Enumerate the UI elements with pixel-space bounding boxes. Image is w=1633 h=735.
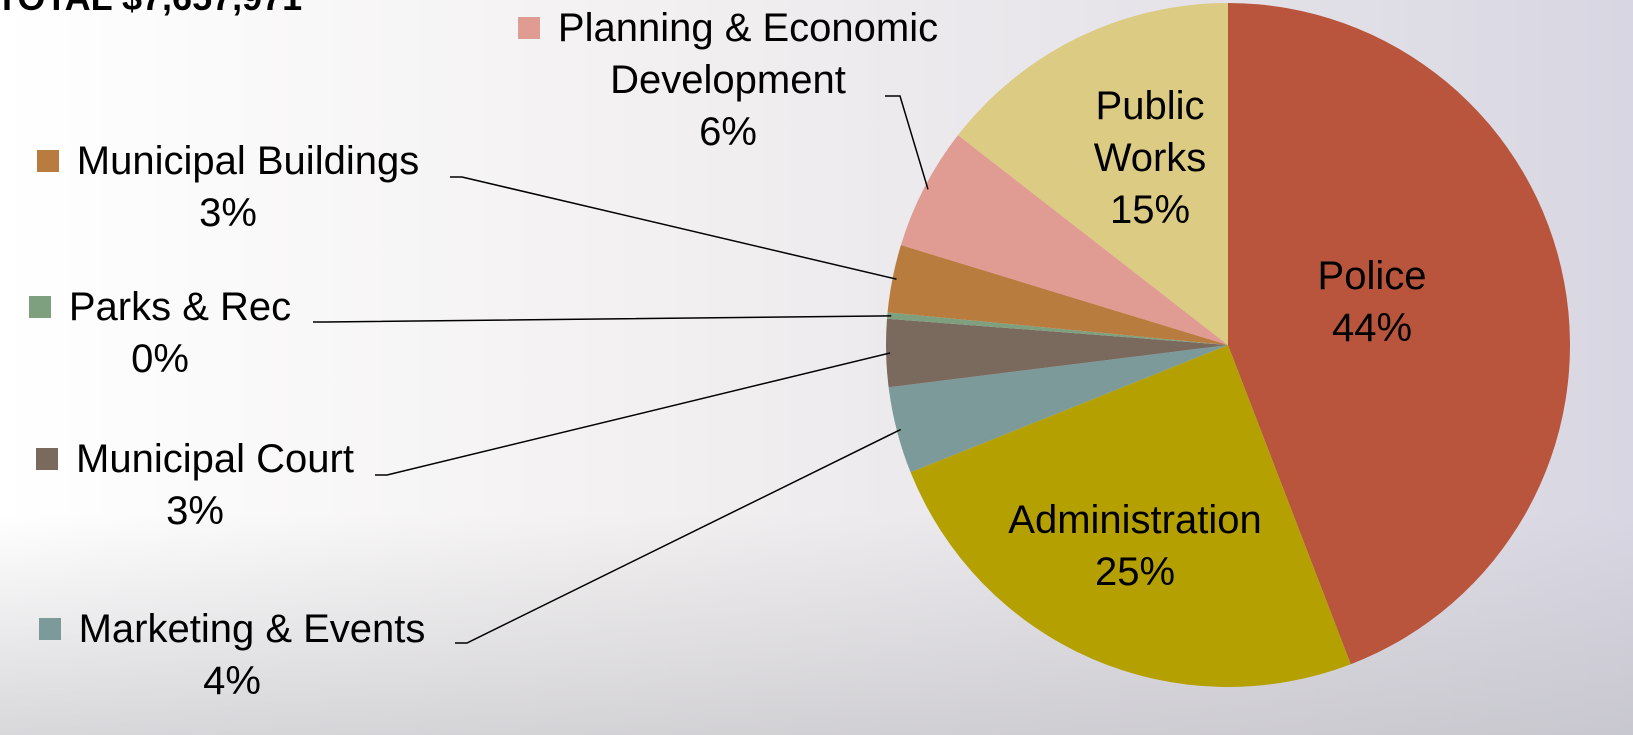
category-name: Municipal Court <box>76 437 354 481</box>
category-label: Administration <box>1008 498 1261 542</box>
legend-swatch <box>39 618 61 640</box>
category-name: Public Works <box>1094 84 1207 180</box>
value-label: 44% <box>1332 306 1412 350</box>
chart-title: TOTAL $7,657,971 <box>0 0 302 18</box>
value-label: 15% <box>1110 188 1190 232</box>
category-label: Police <box>1318 254 1427 298</box>
category-name: Planning & Economic Development <box>558 6 938 102</box>
leader-line <box>450 177 896 279</box>
slice-label: Police 44% <box>1242 250 1502 354</box>
page: TOTAL $7,657,971 (() => { const data = J… <box>0 0 1633 735</box>
category-name: Municipal Buildings <box>77 139 419 183</box>
leader-line <box>455 429 901 643</box>
category-label: Municipal Buildings <box>37 139 419 183</box>
category-label: Municipal Court <box>36 437 354 481</box>
category-name: Administration <box>1008 498 1261 542</box>
slice-label: Planning & Economic Development 6% <box>493 2 963 158</box>
value-label: 3% <box>166 489 224 533</box>
value-label: 3% <box>199 191 257 235</box>
slice-label: Marketing & Events 4% <box>0 603 472 707</box>
value-label: 25% <box>1095 550 1175 594</box>
leader-line <box>313 316 891 322</box>
category-name: Police <box>1318 254 1427 298</box>
category-label: Planning & Economic Development <box>518 6 938 102</box>
legend-swatch <box>36 448 58 470</box>
legend-swatch <box>37 150 59 172</box>
legend-swatch <box>29 296 51 318</box>
leader-line <box>375 353 890 475</box>
slice-label: Municipal Court 3% <box>0 433 405 537</box>
category-name: Marketing & Events <box>79 607 426 651</box>
value-label: 0% <box>131 337 189 381</box>
category-name: Parks & Rec <box>69 285 291 329</box>
value-label: 6% <box>699 110 757 154</box>
slice-label: Public Works 15% <box>1070 80 1230 236</box>
legend-swatch <box>518 17 540 39</box>
slice-label: Administration 25% <box>955 494 1315 598</box>
value-label: 4% <box>203 659 261 703</box>
category-label: Parks & Rec <box>29 285 291 329</box>
slice-label: Parks & Rec 0% <box>0 281 340 385</box>
category-label: Marketing & Events <box>39 607 426 651</box>
category-label: Public Works <box>1094 84 1207 180</box>
slice-label: Municipal Buildings 3% <box>0 135 458 239</box>
